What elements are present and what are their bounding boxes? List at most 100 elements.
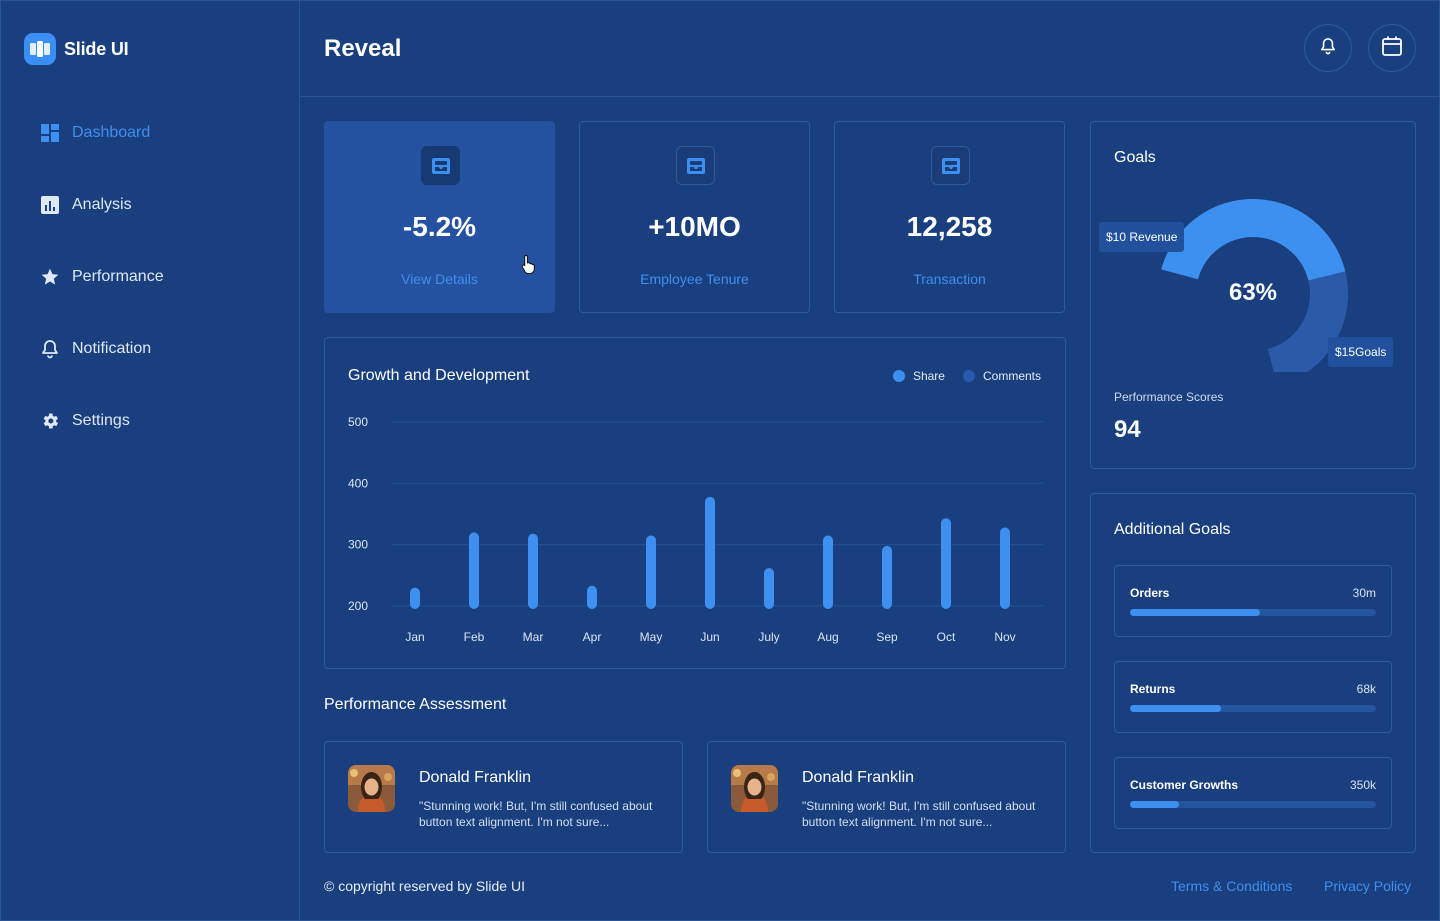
legend-label: Comments <box>982 369 1041 383</box>
privacy-link[interactable]: Privacy Policy <box>1324 878 1412 894</box>
legend-dot <box>892 370 905 382</box>
goal-label: Orders <box>1130 586 1170 600</box>
goal-item-customer-growths[interactable]: Customer Growths 350k <box>1114 757 1392 829</box>
dashboard-icon <box>40 123 60 143</box>
employee-tenure-link[interactable]: Employee Tenure <box>640 271 749 287</box>
goals-card: Goals 63% $10 Revenue $15Goals Performan… <box>1090 121 1416 469</box>
reviewer-name: Donald Franklin <box>802 769 915 786</box>
bar-chart: 200 300 400 500 Jan Feb Mar Apr May Jun July Aug Sep… <box>348 415 1043 644</box>
stat-card-transaction[interactable]: 12,258 Transaction <box>834 121 1065 313</box>
inbox-icon <box>421 146 460 185</box>
legend-item-comments[interactable]: Comments <box>962 369 1041 383</box>
x-tick-label: Aug <box>817 630 838 644</box>
sidebar-item-performance[interactable]: Performance <box>40 264 164 290</box>
sidebar-item-label: Dashboard <box>72 124 151 141</box>
x-tick-label: Apr <box>583 630 602 644</box>
review-card[interactable]: Donald Franklin "Stunning work! But, I'm… <box>707 741 1066 853</box>
transaction-link[interactable]: Transaction <box>913 271 986 287</box>
brand[interactable]: Slide UI <box>24 33 129 65</box>
chart-bar[interactable] <box>528 533 538 609</box>
additional-goals-title: Additional Goals <box>1114 521 1231 538</box>
goal-item-returns[interactable]: Returns 68k <box>1114 661 1392 733</box>
x-tick-label: Oct <box>937 630 956 644</box>
bell-icon <box>40 339 60 359</box>
goal-progress-track <box>1130 801 1376 808</box>
chart-bar[interactable] <box>764 567 774 609</box>
calendar-icon <box>1381 35 1403 62</box>
chart-bar[interactable] <box>705 496 715 609</box>
legend-item-share[interactable]: Share <box>892 369 945 383</box>
y-tick-label: 400 <box>348 476 368 490</box>
slides-logo-icon <box>24 33 56 65</box>
inbox-icon <box>931 146 970 185</box>
goal-value: 30m <box>1352 586 1376 600</box>
stat-card-change[interactable]: -5.2% View Details <box>324 121 555 313</box>
y-tick-label: 300 <box>348 538 368 552</box>
goal-value: 68k <box>1356 682 1376 696</box>
y-tick-label: 500 <box>348 415 368 429</box>
chart-bar[interactable] <box>882 545 892 609</box>
view-details-link[interactable]: View Details <box>401 271 478 287</box>
x-tick-label: Sep <box>876 630 898 644</box>
chart-title: Growth and Development <box>348 367 530 384</box>
hand-pointer-icon <box>520 254 538 279</box>
legend-dot <box>962 370 975 382</box>
performance-label: Performance Scores <box>1114 390 1224 404</box>
bell-icon <box>1320 37 1336 60</box>
chart-bar[interactable] <box>410 587 420 609</box>
assessment-title: Performance Assessment <box>324 696 507 713</box>
sidebar-item-settings[interactable]: Settings <box>40 408 164 434</box>
sidebar-item-label: Analysis <box>72 196 132 213</box>
gauge-fill <box>1161 199 1346 282</box>
star-icon <box>40 267 60 287</box>
chart-bar[interactable] <box>469 532 479 609</box>
chart-bar[interactable] <box>646 535 656 609</box>
goal-progress-fill <box>1130 609 1261 616</box>
sidebar-item-label: Performance <box>72 268 164 285</box>
terms-link[interactable]: Terms & Conditions <box>1171 878 1293 894</box>
goal-item-orders[interactable]: Orders 30m <box>1114 565 1392 637</box>
y-tick-label: 200 <box>348 599 368 613</box>
gear-icon <box>40 411 60 431</box>
x-tick-label: May <box>640 630 663 644</box>
chart-bar[interactable] <box>823 535 833 609</box>
x-tick-label: Jun <box>700 630 719 644</box>
sidebar-item-dashboard[interactable]: Dashboard <box>40 120 164 146</box>
avatar <box>348 765 395 812</box>
notification-button[interactable] <box>1304 24 1352 72</box>
goals-tag: $15Goals <box>1328 337 1394 367</box>
goal-progress-track <box>1130 705 1376 712</box>
legend-label: Share <box>912 369 945 383</box>
avatar <box>731 765 778 812</box>
chart-bar[interactable] <box>587 585 597 609</box>
stat-value: -5.2% <box>402 211 477 242</box>
goal-label: Customer Growths <box>1130 778 1239 792</box>
reviewer-name: Donald Franklin <box>419 769 532 786</box>
sidebar-item-label: Settings <box>72 412 130 429</box>
goal-progress-fill <box>1130 801 1180 808</box>
goal-value: 350k <box>1349 778 1376 792</box>
sidebar-nav: Dashboard Analysis Performance Notificat… <box>40 120 164 480</box>
sidebar: Slide UI Dashboard Analysis Performance … <box>0 0 300 921</box>
x-tick-label: Nov <box>994 630 1015 644</box>
stat-card-tenure[interactable]: +10MO Employee Tenure <box>579 121 810 313</box>
calendar-button[interactable] <box>1368 24 1416 72</box>
goal-progress-fill <box>1130 705 1222 712</box>
goals-gauge <box>1161 199 1348 372</box>
analysis-icon <box>40 195 60 215</box>
sidebar-item-analysis[interactable]: Analysis <box>40 192 164 218</box>
additional-goals-card: Additional Goals Orders 30m Returns 68k … <box>1090 493 1416 853</box>
brand-name: Slide UI <box>64 38 129 59</box>
sidebar-item-notification[interactable]: Notification <box>40 336 164 362</box>
page-title: Reveal <box>324 35 402 62</box>
revenue-tag: $10 Revenue <box>1099 222 1185 252</box>
gauge-percent: 63% <box>1228 279 1278 306</box>
x-tick-label: Feb <box>464 630 485 644</box>
inbox-icon <box>676 146 715 185</box>
sidebar-item-label: Notification <box>72 340 152 357</box>
review-card[interactable]: Donald Franklin "Stunning work! But, I'm… <box>324 741 683 853</box>
chart-bar[interactable] <box>1000 527 1010 609</box>
chart-bar[interactable] <box>941 518 951 609</box>
goal-progress-track <box>1130 609 1376 616</box>
review-text: "Stunning work! But, I'm still confused … <box>419 799 653 829</box>
